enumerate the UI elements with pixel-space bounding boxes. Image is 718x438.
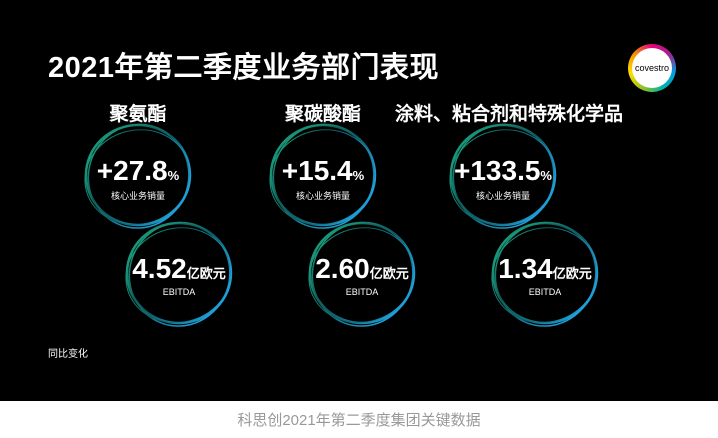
volume-number: +27.8 (96, 155, 168, 186)
slide-image: 2021年第二季度业务部门表现 covestro 聚氨酯 聚碳酸酯 涂料、粘合剂… (0, 0, 718, 401)
ring-icon (449, 123, 557, 229)
ebitda-label: EBITDA (345, 287, 379, 297)
segment-title: 涂料、粘合剂和特殊化学品 (395, 104, 624, 125)
ebitda-number: 2.60 (315, 253, 370, 284)
segment-title: 聚氨酯 (109, 104, 167, 125)
ebitda-unit: 亿欧元 (369, 266, 409, 281)
ebitda-value: 1.34亿欧元 (488, 253, 602, 285)
ebitda-unit: 亿欧元 (186, 266, 226, 281)
ring-icon (308, 221, 416, 327)
segment-title: 聚碳酸酯 (284, 104, 361, 125)
footnote: 同比变化 (48, 349, 88, 360)
ring-icon (84, 123, 192, 229)
covestro-logo: covestro (628, 44, 676, 92)
image-caption: 科思创2021年第二季度集团关键数据 (237, 412, 481, 429)
ebitda-label: EBITDA (162, 287, 196, 297)
volume-number: +15.4 (281, 155, 353, 186)
volume-unit: % (352, 168, 365, 183)
slide-title: 2021年第二季度业务部门表现 (48, 52, 440, 84)
volume-unit: % (540, 168, 552, 183)
ebitda-value: 4.52亿欧元 (122, 253, 236, 285)
ring-icon (491, 221, 599, 327)
ebitda-metric: 4.52亿欧元 EBITDA (122, 217, 236, 329)
ebitda-number: 4.52 (132, 253, 187, 284)
volume-label: 核心业务销量 (110, 191, 165, 201)
ebitda-metric: 1.34亿欧元 EBITDA (488, 217, 602, 329)
volume-value: +15.4% (266, 155, 380, 187)
logo-text: covestro (632, 48, 672, 88)
ebitda-metric: 2.60亿欧元 EBITDA (305, 217, 419, 329)
ring-icon (269, 123, 377, 229)
volume-label: 核心业务销量 (475, 191, 530, 201)
volume-metric: +27.8% 核心业务销量 (81, 119, 195, 231)
ebitda-unit: 亿欧元 (552, 266, 592, 281)
volume-metric: +133.5% 核心业务销量 (446, 119, 560, 231)
volume-value: +27.8% (81, 155, 195, 187)
volume-unit: % (167, 168, 180, 183)
ebitda-value: 2.60亿欧元 (305, 253, 419, 285)
volume-metric: +15.4% 核心业务销量 (266, 119, 380, 231)
ebitda-label: EBITDA (528, 287, 562, 297)
ebitda-number: 1.34 (498, 253, 553, 284)
ring-icon (125, 221, 233, 327)
volume-label: 核心业务销量 (295, 191, 350, 201)
volume-number: +133.5 (454, 155, 541, 186)
volume-value: +133.5% (446, 155, 560, 187)
